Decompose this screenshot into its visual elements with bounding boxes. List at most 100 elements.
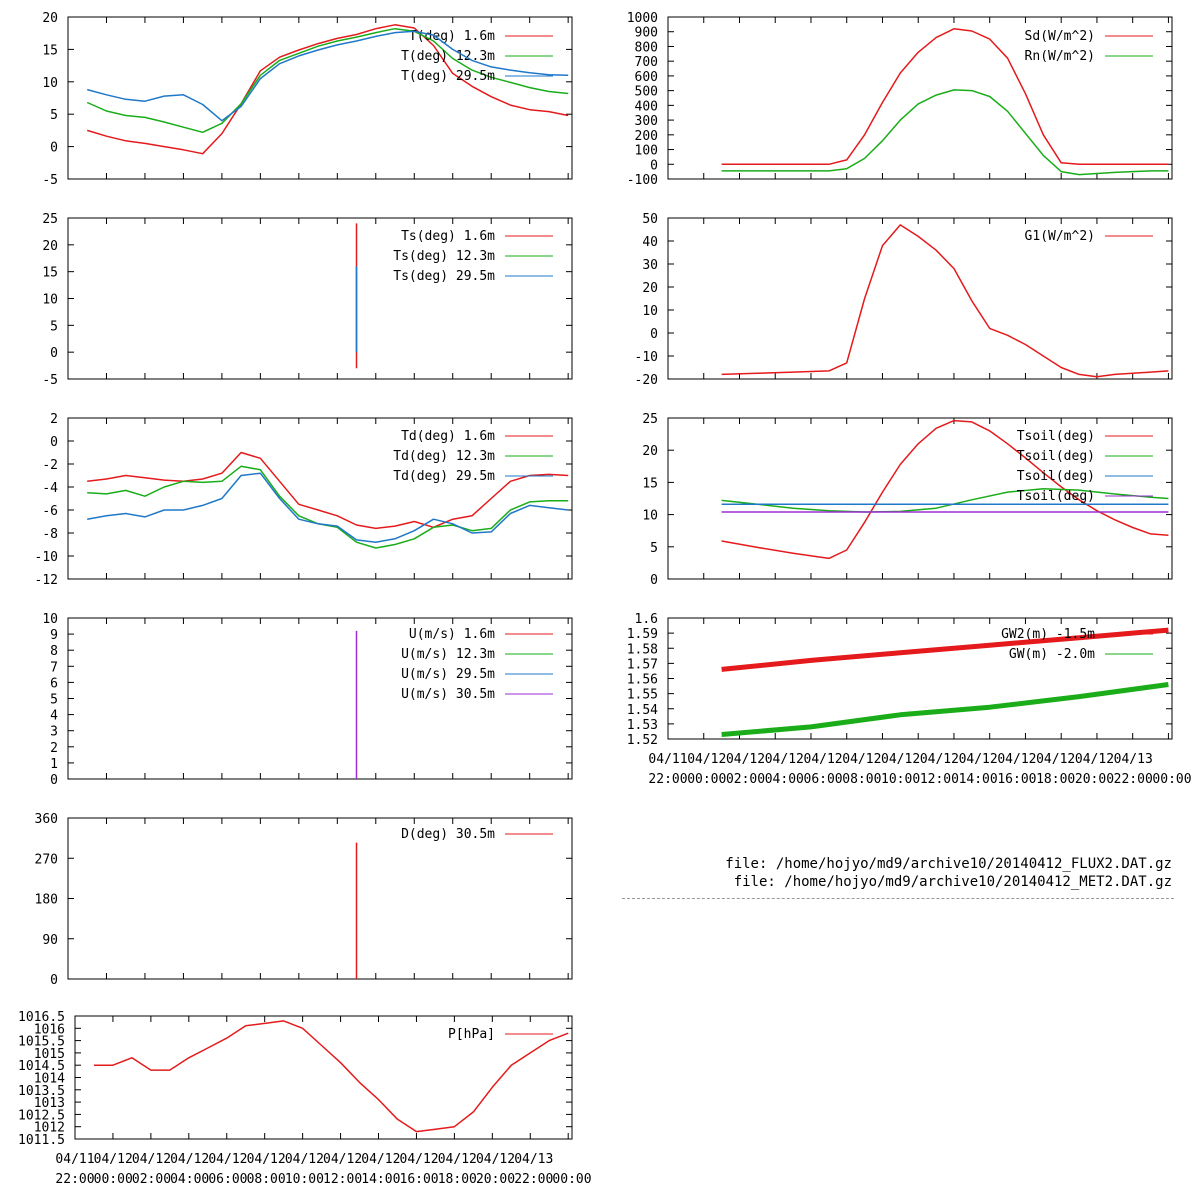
g1-ytick-label: -10 [635,350,658,365]
tsoil-ytick-label: 0 [650,573,658,588]
p-ytick-label: 1012.5 [18,1108,65,1123]
td-ytick-label: 2 [50,412,58,427]
rad-ytick-label: 1000 [627,11,658,26]
td-legend-label-2: Td(deg) 29.5m [393,469,495,484]
gw-ytick-label: 1.58 [627,642,658,657]
separator-line [622,898,1174,899]
ts-ytick-label: 10 [42,293,58,308]
td-ytick-label: -8 [42,527,58,542]
left-xtick-time: 02:00 [132,1172,171,1187]
d-ytick-label: 270 [35,852,58,867]
p-frame [74,1015,573,1140]
rad-ytick-label: 900 [635,26,658,41]
ts-frame [67,217,573,380]
left-xtick-date: 04/12 [361,1152,400,1167]
file-list: file: /home/hojyo/md9/archive10/20140412… [620,855,1172,891]
tsoil-series-line-1 [721,488,1169,513]
p-legend-label-0: P[hPa] [448,1027,495,1042]
gw-series-line-1 [721,682,1169,737]
temp-series-line-2 [87,30,569,122]
tsoil-legend-label-3: Tsoil(deg) [1017,489,1095,504]
temp-ytick-label: -5 [42,173,58,188]
rad-ytick-label: 0 [650,158,658,173]
p-ytick-label: 1013.5 [18,1084,65,1099]
g1-ytick-label: -20 [635,373,658,388]
file-flux: file: /home/hojyo/md9/archive10/20140412… [725,856,1172,872]
right-xtick-time: 22:00 [1114,772,1153,787]
td-legend-label-0: Td(deg) 1.6m [401,429,495,444]
u-ytick-label: 1 [50,757,58,772]
gw-legend-label-1: GW(m) -2.0m [1009,647,1095,662]
right-xtick-date: 04/12 [726,752,765,767]
td-legend-label-1: Td(deg) 12.3m [393,449,495,464]
rad-ytick-label: 400 [635,99,658,114]
left-xtick-time: 00:00 [552,1172,591,1187]
u-ytick-label: 6 [50,676,58,691]
rad-series-line-0 [721,28,1169,166]
tsoil-legend-label-0: Tsoil(deg) [1017,429,1095,444]
ts-ytick-label: -5 [42,373,58,388]
right-xtick-time: 16:00 [997,772,1036,787]
u-ytick-label: 7 [50,660,58,675]
u-legend-label-0: U(m/s) 1.6m [409,627,495,642]
u-legend-label-1: U(m/s) 12.3m [401,647,495,662]
right-xtick-time: 08:00 [842,772,881,787]
g1-ytick-label: 20 [642,281,658,296]
right-xtick-time: 20:00 [1075,772,1114,787]
ts-legend-label-0: Ts(deg) 1.6m [401,229,495,244]
d-ytick-label: 360 [35,812,58,827]
ts-ytick-label: 15 [42,266,58,281]
rad-ytick-label: 800 [635,40,658,55]
gw-ytick-label: 1.56 [627,673,658,688]
g1-ytick-label: 40 [642,235,658,250]
left-xtick-time: 22:00 [55,1172,94,1187]
rad-ytick-label: 500 [635,85,658,100]
d-legend-label-0: D(deg) 30.5m [401,827,495,842]
left-xtick-date: 04/12 [132,1152,171,1167]
right-xtick-date: 04/12 [842,752,881,767]
tsoil-ytick-label: 15 [642,476,658,491]
tsoil-ytick-label: 5 [650,541,658,556]
right-xtick-time: 00:00 [1152,772,1191,787]
rad-legend-label-0: Sd(W/m^2) [1025,29,1095,44]
p-series-line-0 [94,1020,569,1133]
td-ytick-label: -4 [42,481,58,496]
left-xtick-date: 04/12 [247,1152,286,1167]
right-xtick-date: 04/12 [765,752,804,767]
temp-series-line-0 [86,24,569,155]
u-ytick-label: 9 [50,628,58,643]
left-xtick-date: 04/12 [208,1152,247,1167]
gw-ytick-label: 1.54 [627,703,658,718]
u-ytick-label: 10 [42,612,58,627]
right-xtick-time: 02:00 [726,772,765,787]
temp-legend-label-2: T(deg) 29.5m [401,69,495,84]
right-xtick-time: 22:00 [648,772,687,787]
td-ytick-label: -12 [35,573,58,588]
temp-ytick-label: 0 [50,141,58,156]
ts-legend-label-2: Ts(deg) 29.5m [393,269,495,284]
d-ytick-label: 0 [50,973,58,988]
p-ytick-label: 1016 [34,1022,65,1037]
left-xtick-time: 14:00 [361,1172,400,1187]
right-xtick-date: 04/12 [997,752,1036,767]
right-xtick-date: 04/12 [881,752,920,767]
right-xtick-date: 04/12 [1036,752,1075,767]
d-ytick-label: 90 [42,933,58,948]
ts-ytick-label: 5 [50,319,58,334]
rad-ytick-label: -100 [627,173,658,188]
file-met: file: /home/hojyo/md9/archive10/20140412… [733,874,1172,890]
left-xtick-date: 04/12 [170,1152,209,1167]
left-xtick-date: 04/11 [55,1152,94,1167]
right-xtick-date: 04/12 [1075,752,1114,767]
u-frame [67,617,573,780]
g1-series-line-0 [721,224,1169,378]
td-ytick-label: 0 [50,435,58,450]
right-xtick-date: 04/12 [920,752,959,767]
temp-ytick-label: 15 [42,43,58,58]
p-ytick-label: 1011.5 [18,1133,65,1148]
gw-ytick-label: 1.55 [627,688,658,703]
gw-ytick-label: 1.52 [627,733,658,748]
right-xtick-date: 04/12 [959,752,998,767]
u-ytick-label: 4 [50,709,58,724]
